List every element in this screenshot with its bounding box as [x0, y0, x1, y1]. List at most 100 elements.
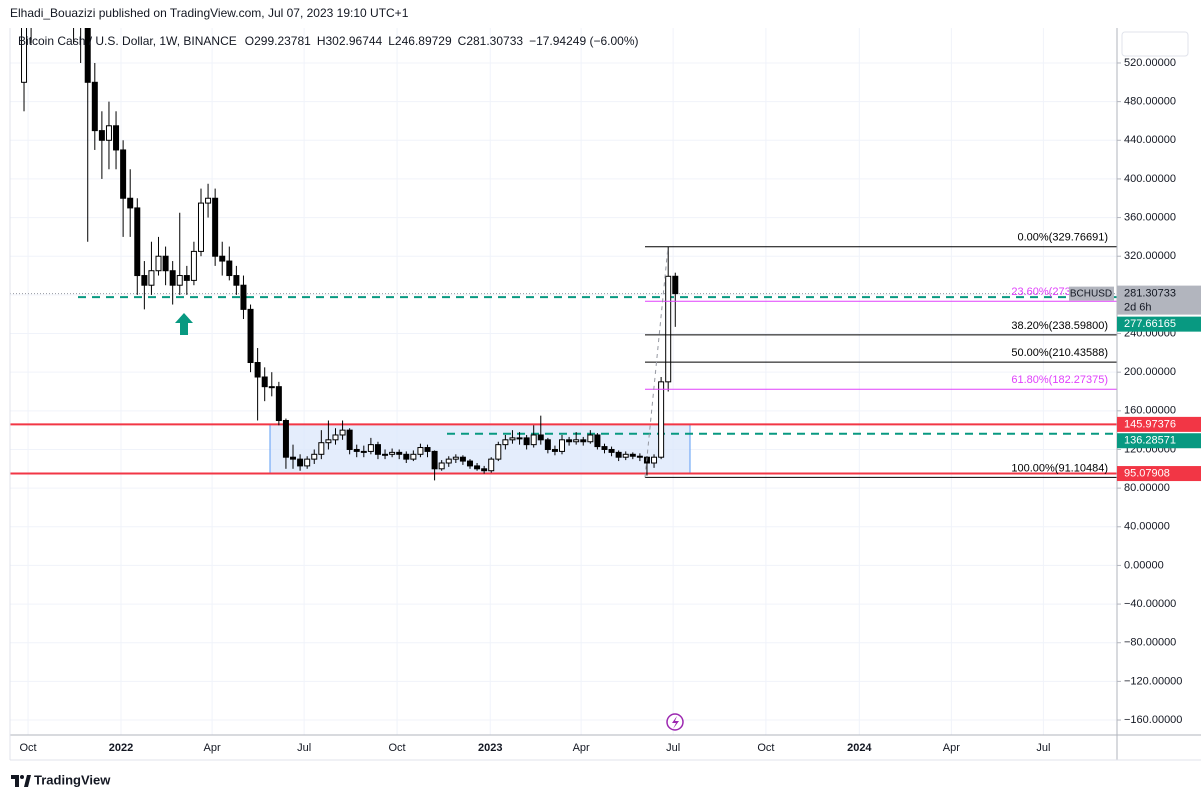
x-tick-label: 2023 [478, 742, 502, 754]
candle-body [233, 275, 240, 286]
candle-body [481, 468, 488, 472]
level-price-label: 136.28571 [1124, 435, 1176, 447]
fib-label: 50.00%(210.43588) [1011, 347, 1108, 359]
candle-body [205, 197, 212, 204]
candle-body [431, 450, 438, 470]
candle-body [247, 308, 254, 364]
candle-body [651, 456, 658, 464]
candle-body [176, 275, 183, 286]
candle-body [509, 437, 516, 441]
candle-body [148, 270, 155, 286]
candle-body [98, 130, 105, 141]
candle-body [516, 437, 523, 440]
candle-body [212, 197, 219, 257]
candle-body [601, 446, 608, 450]
candle-body [318, 442, 325, 455]
candle-body [523, 437, 530, 446]
candle-body [466, 460, 473, 467]
candle-body [396, 451, 403, 455]
candle-body [488, 458, 495, 472]
x-tick-label: Apr [204, 742, 221, 754]
candle-body [502, 439, 509, 446]
x-tick-label: Jul [1036, 742, 1050, 754]
logo-slash [24, 775, 31, 787]
candle-body [219, 255, 226, 262]
legend-open: 299.23781 [254, 34, 311, 48]
candle-body [261, 376, 268, 388]
candle-body [346, 429, 353, 450]
legend-high: 302.96744 [326, 34, 383, 48]
fib-label: 61.80%(182.27375) [1011, 374, 1108, 386]
candle-body [105, 125, 112, 141]
candle-body [459, 456, 466, 462]
fib-trend-line [644, 246, 669, 478]
logo-dot [20, 775, 24, 779]
candle-body [332, 434, 339, 441]
candle-body [297, 458, 304, 467]
scale-button[interactable] [1121, 31, 1189, 57]
candle-body [183, 275, 190, 281]
legend-o: O [245, 34, 254, 48]
symbol-box [1069, 286, 1114, 301]
candle-body [587, 434, 594, 443]
candle-body [155, 255, 162, 272]
alert-icon-bolt [672, 716, 679, 729]
candle-body [495, 444, 502, 460]
candle-body [403, 453, 410, 460]
candle-body [197, 202, 204, 252]
candle-body [353, 448, 360, 452]
y-tick-label: −120.00000 [1124, 675, 1182, 687]
y-tick-label: 0.00000 [1124, 559, 1164, 571]
y-tick-label: 360.00000 [1124, 211, 1176, 223]
candle-body [240, 284, 247, 310]
y-tick-label: −80.00000 [1124, 637, 1176, 649]
candle-body [268, 386, 275, 389]
candle-body [566, 439, 573, 443]
candle-body [304, 458, 311, 467]
y-tick-label: 200.00000 [1124, 366, 1176, 378]
y-tick-label: 480.00000 [1124, 96, 1176, 108]
candle-body [665, 275, 672, 383]
footer-brand: TradingView [34, 772, 111, 787]
candle-body [438, 462, 445, 470]
fib-label: 0.00%(329.76691) [1017, 232, 1108, 244]
candle-body [573, 439, 580, 443]
candle-body [544, 439, 551, 450]
candle-body [389, 451, 396, 455]
fib-label: 100.00%(91.10484) [1011, 462, 1108, 474]
candle-body [382, 453, 389, 456]
candle-body [141, 275, 148, 286]
level-price-box [1117, 433, 1201, 449]
candle-body [658, 381, 665, 458]
x-tick-label: Jul [297, 742, 311, 754]
legend-low: 246.89729 [395, 34, 452, 48]
candle-body [417, 447, 424, 455]
legend-l: L [388, 34, 395, 48]
candle-body [672, 275, 679, 295]
price-countdown: 2d 6h [1124, 302, 1152, 314]
candle-body [360, 450, 367, 453]
candle-body [580, 439, 587, 443]
candle-body [311, 453, 318, 460]
alert-icon[interactable] [666, 713, 684, 731]
candle-body [113, 125, 120, 151]
level-price-label: 277.66165 [1124, 318, 1176, 330]
x-tick-label: Oct [19, 742, 36, 754]
header: Elhadi_Bouazizi published on TradingView… [10, 6, 409, 20]
candle-body [551, 448, 558, 452]
candle-body [162, 255, 169, 272]
level-price-label: 145.97376 [1124, 418, 1176, 430]
candle-body [254, 362, 261, 378]
x-tick-label: Oct [389, 742, 406, 754]
candle-body [367, 444, 374, 452]
candle-body [134, 207, 141, 277]
candle-body [190, 250, 197, 281]
y-tick-label: 80.00000 [1124, 482, 1170, 494]
candle-body [325, 439, 332, 444]
candle-body [608, 448, 615, 453]
candle-body [339, 429, 346, 436]
legend-close: 281.30733 [466, 34, 523, 48]
footer-logo [11, 775, 31, 787]
